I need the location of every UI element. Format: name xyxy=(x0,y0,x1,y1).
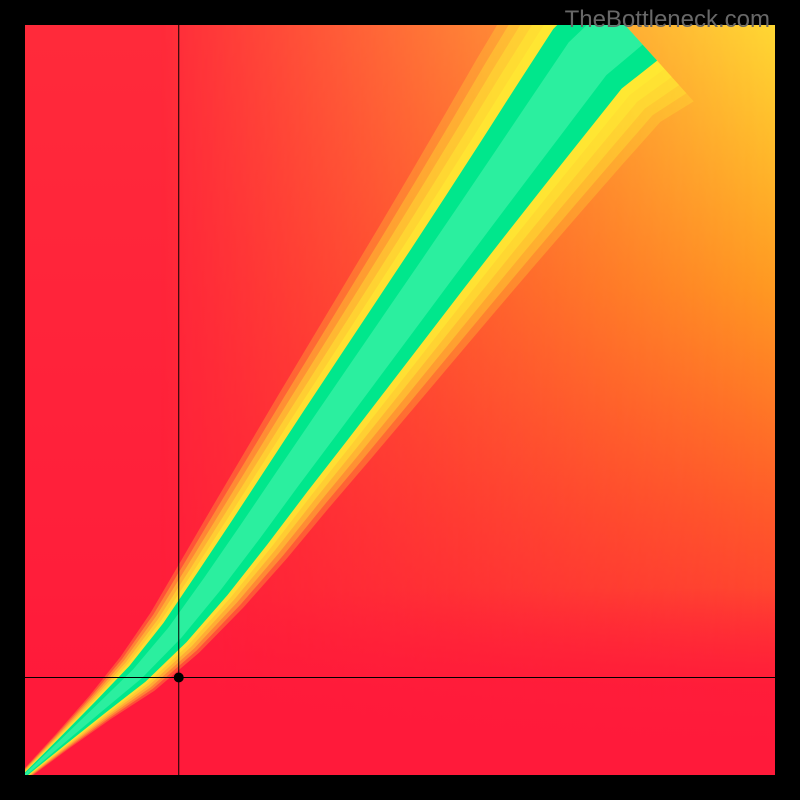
bottleneck-heatmap xyxy=(0,0,800,800)
marker-point xyxy=(174,673,184,683)
watermark-text: TheBottleneck.com xyxy=(565,6,770,34)
